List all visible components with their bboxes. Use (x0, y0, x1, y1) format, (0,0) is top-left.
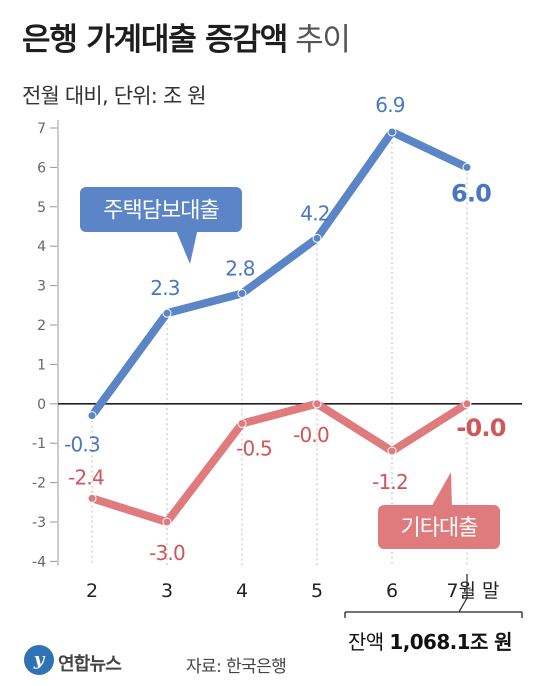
y-tick-label: 7 (37, 121, 46, 137)
data-point (387, 446, 397, 456)
balance-bracket-pointer (458, 574, 468, 613)
series-line-1 (88, 127, 471, 420)
data-point (162, 308, 172, 318)
data-label: -2.4 (68, 465, 104, 489)
balance-bracket (344, 611, 523, 618)
data-label: 6.0 (451, 179, 491, 207)
balance-amount: 1,068.1 (389, 630, 470, 654)
legend-mortgage-box (80, 187, 242, 232)
x-tick-label: 2 (86, 580, 98, 602)
x-tick-label: 3 (161, 580, 173, 602)
data-point (87, 411, 97, 421)
yonhap-logo-icon: y (24, 645, 54, 675)
data-label: -0.5 (236, 437, 272, 461)
y-tick-label: -1 (32, 436, 46, 452)
y-tick-label: 2 (37, 318, 46, 334)
x-tick-label: 6 (386, 580, 398, 602)
title-light: 추이 (295, 22, 351, 58)
balance-prefix: 잔액 (348, 630, 384, 654)
data-label: -0.0 (456, 414, 505, 442)
data-point (237, 288, 247, 298)
y-tick-label: 6 (37, 160, 46, 176)
data-point (237, 419, 247, 428)
legend-other-box (378, 505, 500, 549)
y-tick-label: -3 (32, 515, 46, 531)
legend-mortgage-tail (175, 228, 198, 264)
x-tick-label: 4 (236, 580, 248, 602)
data-label: -1.2 (372, 470, 408, 494)
data-point (462, 399, 472, 409)
y-tick-label: -4 (32, 554, 46, 570)
data-label: -3.0 (149, 541, 185, 565)
x-tick-label: 7월 말 (446, 580, 499, 602)
series-line-2 (88, 399, 471, 526)
y-tick-label: 4 (37, 239, 46, 255)
publisher-name: 연합뉴스 (58, 654, 122, 675)
x-tick-label: 5 (311, 580, 323, 602)
data-label: 2.3 (150, 276, 179, 300)
balance-unit: 조 원 (469, 630, 513, 654)
y-tick-label: 1 (37, 357, 46, 373)
data-point (312, 399, 322, 409)
legend-other-tail (430, 472, 452, 509)
data-point (387, 127, 397, 137)
data-label: -0.0 (293, 423, 329, 447)
chart-title: 은행 가계대출 증감액 추이 (22, 14, 351, 59)
y-tick-label: 5 (37, 200, 46, 216)
y-tick-label: 0 (37, 397, 46, 413)
data-point (462, 162, 472, 172)
y-tick-label: -2 (32, 476, 46, 492)
balance-label: 잔액 1,068.1조 원 (348, 626, 513, 655)
legend-mortgage-text: 주택담보대출 (103, 199, 219, 224)
chart-subtitle: 전월 대비, 단위: 조 원 (22, 84, 207, 108)
data-point (312, 233, 322, 243)
data-label: -0.3 (64, 433, 100, 457)
y-tick-label: 3 (37, 279, 46, 295)
data-label: 4.2 (300, 201, 329, 225)
legend-other-text: 기타대출 (401, 516, 479, 541)
data-point (87, 493, 97, 503)
data-source: 자료: 한국은행 (186, 657, 287, 677)
data-label: 6.9 (375, 93, 404, 117)
data-point (162, 517, 172, 527)
data-label: 2.8 (225, 256, 254, 280)
title-main: 은행 가계대출 증감액 (22, 22, 288, 58)
